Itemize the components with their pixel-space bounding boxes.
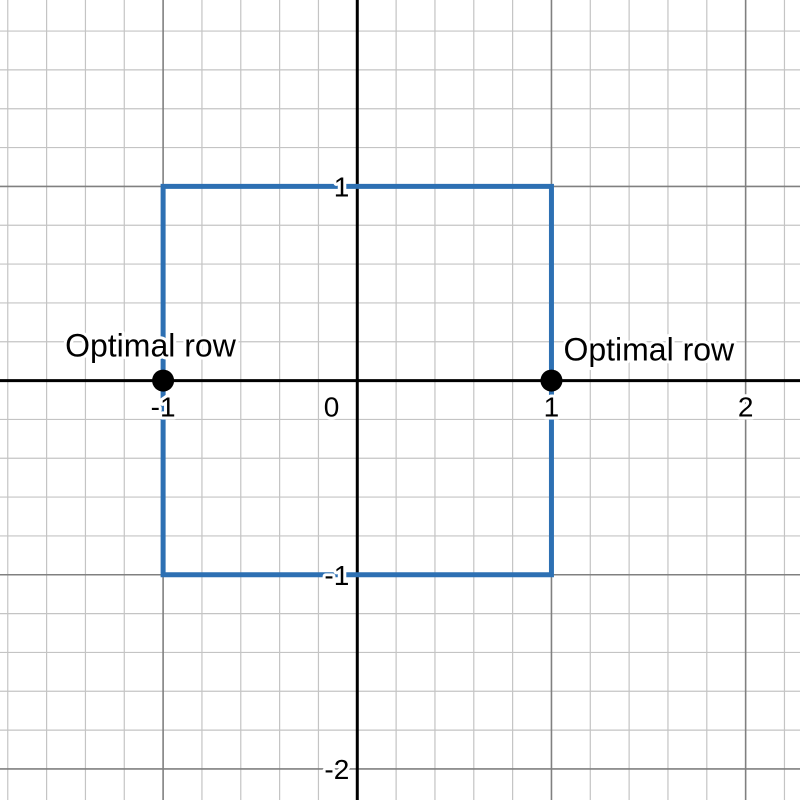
square-outline [160, 183, 554, 578]
tick-labels: Optimal row Optimal row -1 0 1 2 1 -1 -2 [62, 168, 756, 788]
y-tick-label: 1 [334, 171, 350, 202]
point-label: Optimal row [65, 328, 237, 364]
y-tick-label: -2 [324, 754, 349, 785]
x-tick-label: 2 [738, 392, 754, 423]
data-point [152, 369, 175, 392]
plotted-shapes [152, 183, 563, 578]
data-point [540, 369, 563, 392]
x-tick-label: 1 [544, 392, 560, 423]
x-tick-label: -1 [151, 392, 176, 423]
point-label: Optimal row [563, 332, 735, 368]
y-tick-label: -1 [324, 560, 349, 591]
x-tick-label: 0 [324, 392, 340, 423]
